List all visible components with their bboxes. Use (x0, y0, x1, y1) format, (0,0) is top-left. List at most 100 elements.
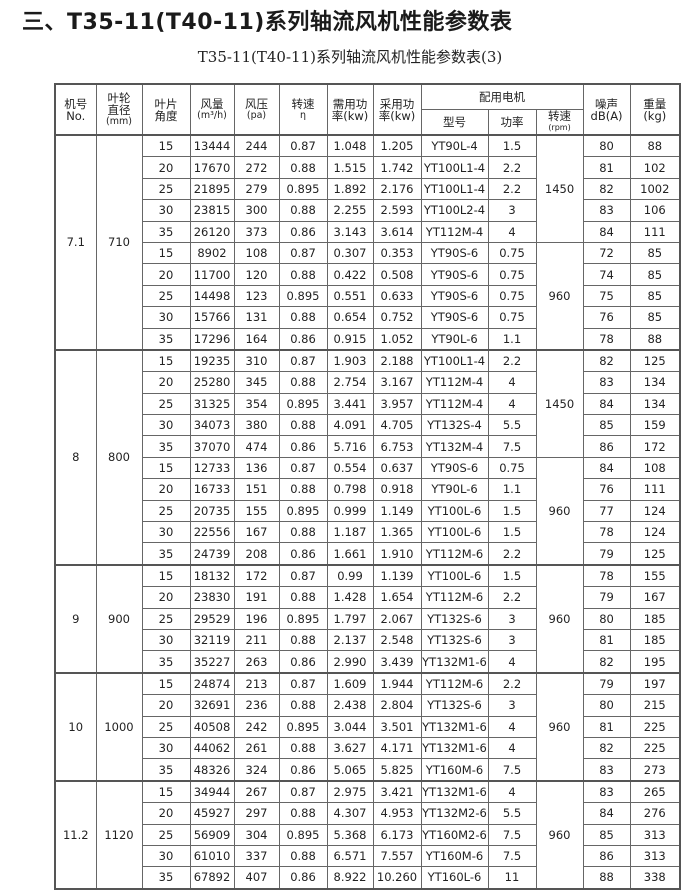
cell-pressure: 304 (233, 823, 280, 846)
cell-adopted-power: 4.705 (372, 414, 422, 437)
cell-required-power: 0.99 (326, 563, 374, 588)
cell-air-volume: 24874 (189, 671, 235, 696)
cell-pressure: 354 (233, 392, 280, 416)
cell-weight: 134 (629, 392, 681, 416)
cell-pressure: 345 (233, 371, 280, 394)
cell-motor-model: YT132M-4 (420, 435, 489, 458)
cell-efficiency: 0.895 (278, 177, 328, 201)
table-row: 30 32119 211 0.88 2.137 2.548 YT132S-6 3 81 185 (55, 628, 681, 652)
cell-air-volume: 48326 (189, 758, 235, 782)
cell-adopted-power: 0.637 (372, 456, 422, 480)
table-row: 25 21895 279 0.895 1.892 2.176 YT100L1-4 2.2 82 1… (55, 177, 681, 201)
cell-pressure: 164 (233, 327, 280, 351)
cell-required-power: 1.515 (326, 156, 374, 179)
table-row: 35 67892 407 0.86 8.922 10.260 YT160L-6 11 88 338 (55, 866, 681, 890)
cell-motor-model: YT160L-6 (420, 866, 489, 890)
table-row: 8 800 15 19235 310 0.87 1.903 2.188 YT100L1-4 2.2… (54, 348, 681, 566)
cell-motor-model: YT132S-6 (420, 607, 489, 630)
cell-required-power: 1.609 (326, 671, 374, 696)
cell-pressure: 263 (233, 650, 280, 674)
cell-noise: 83 (582, 199, 631, 222)
cell-weight: 125 (629, 542, 681, 566)
cell-impeller-diameter: 1000 (95, 671, 143, 782)
cell-efficiency: 0.895 (278, 823, 328, 846)
cell-motor-model: YT132M1-6 (420, 715, 489, 738)
cell-air-volume: 8902 (189, 241, 235, 265)
cell-motor-power: 1.1 (487, 327, 537, 351)
header-adopted-power: 采用功 率(kw) (372, 83, 422, 136)
cell-motor-speed: 1450 (535, 348, 584, 458)
cell-required-power: 2.975 (326, 779, 374, 804)
cell-motor-model: YT112M-6 (420, 586, 489, 609)
cell-motor-power: 2.2 (487, 542, 537, 566)
cell-pressure: 337 (233, 844, 280, 868)
cell-air-volume: 32119 (189, 628, 235, 652)
cell-required-power: 0.554 (326, 456, 374, 480)
cell-adopted-power: 0.752 (372, 306, 422, 329)
table-row: 30 22556 167 0.88 1.187 1.365 YT100L-6 1.5 78 124 (55, 521, 681, 544)
cell-motor-power: 1.5 (487, 134, 537, 158)
cell-noise: 79 (582, 586, 631, 609)
cell-motor-power: 1.1 (487, 478, 537, 501)
cell-motor-model: YT90S-6 (420, 263, 489, 286)
performance-table: 机号 No. 叶轮 直径 (mm) 叶片 角度 风量 (m³/h) 风压 (pa) 转速 η … (54, 83, 682, 890)
cell-adopted-power: 1.365 (372, 521, 422, 544)
cell-required-power: 5.368 (326, 823, 374, 846)
cell-air-volume: 61010 (189, 844, 235, 868)
cell-weight: 159 (629, 414, 681, 437)
cell-air-volume: 11700 (189, 263, 235, 286)
cell-blade-angle: 25 (141, 392, 191, 416)
header-pressure: 风压 (pa) (233, 83, 280, 136)
cell-pressure: 191 (233, 586, 280, 609)
cell-adopted-power: 1.742 (372, 156, 422, 179)
cell-motor-speed: 1450 (535, 133, 584, 243)
cell-impeller-diameter: 710 (95, 134, 143, 351)
cell-required-power: 3.143 (326, 220, 374, 243)
cell-weight: 88 (629, 327, 681, 351)
cell-pressure: 407 (233, 866, 280, 890)
cell-pressure: 131 (233, 306, 280, 329)
cell-adopted-power: 3.421 (372, 779, 422, 804)
table-body: 7.1 710 15 13444 244 0.87 1.048 1.205 YT90L-4 1.5… (54, 133, 681, 890)
cell-adopted-power: 1.944 (372, 671, 422, 696)
cell-air-volume: 37070 (189, 435, 235, 458)
cell-efficiency: 0.86 (278, 327, 328, 351)
cell-noise: 81 (582, 156, 631, 179)
cell-adopted-power: 1.205 (372, 134, 422, 158)
cell-motor-model: YT90S-6 (420, 306, 489, 329)
cell-motor-model: YT132S-4 (420, 414, 489, 437)
cell-noise: 84 (582, 220, 631, 243)
cell-air-volume: 34944 (189, 779, 235, 804)
cell-adopted-power: 1.139 (372, 563, 422, 588)
cell-required-power: 2.255 (326, 199, 374, 222)
cell-air-volume: 22556 (189, 521, 235, 544)
cell-air-volume: 26120 (189, 220, 235, 243)
cell-impeller-diameter: 900 (95, 563, 143, 674)
cell-blade-angle: 20 (141, 156, 191, 179)
cell-blade-angle: 30 (141, 844, 191, 868)
cell-motor-power: 2.2 (487, 671, 537, 696)
cell-air-volume: 67892 (189, 866, 235, 890)
cell-required-power: 1.661 (326, 542, 374, 566)
cell-weight: 85 (629, 241, 681, 265)
cell-motor-power: 1.5 (487, 521, 537, 544)
cell-pressure: 310 (233, 348, 280, 373)
cell-efficiency: 0.88 (278, 263, 328, 286)
cell-noise: 83 (582, 779, 631, 804)
cell-required-power: 4.091 (326, 414, 374, 437)
cell-motor-model: YT160M-6 (420, 844, 489, 868)
cell-weight: 225 (629, 715, 681, 738)
header-weight: 重量 (kg) (629, 83, 681, 136)
cell-motor-model: YT90S-6 (420, 284, 489, 308)
cell-air-volume: 40508 (189, 715, 235, 738)
cell-weight: 185 (629, 607, 681, 630)
cell-weight: 85 (629, 306, 681, 329)
cell-motor-power: 7.5 (487, 758, 537, 782)
cell-adopted-power: 0.508 (372, 263, 422, 286)
cell-air-volume: 18132 (189, 563, 235, 588)
cell-motor-power: 2.2 (487, 586, 537, 609)
cell-blade-angle: 25 (141, 715, 191, 738)
cell-required-power: 1.187 (326, 521, 374, 544)
cell-required-power: 2.990 (326, 650, 374, 674)
cell-efficiency: 0.86 (278, 542, 328, 566)
